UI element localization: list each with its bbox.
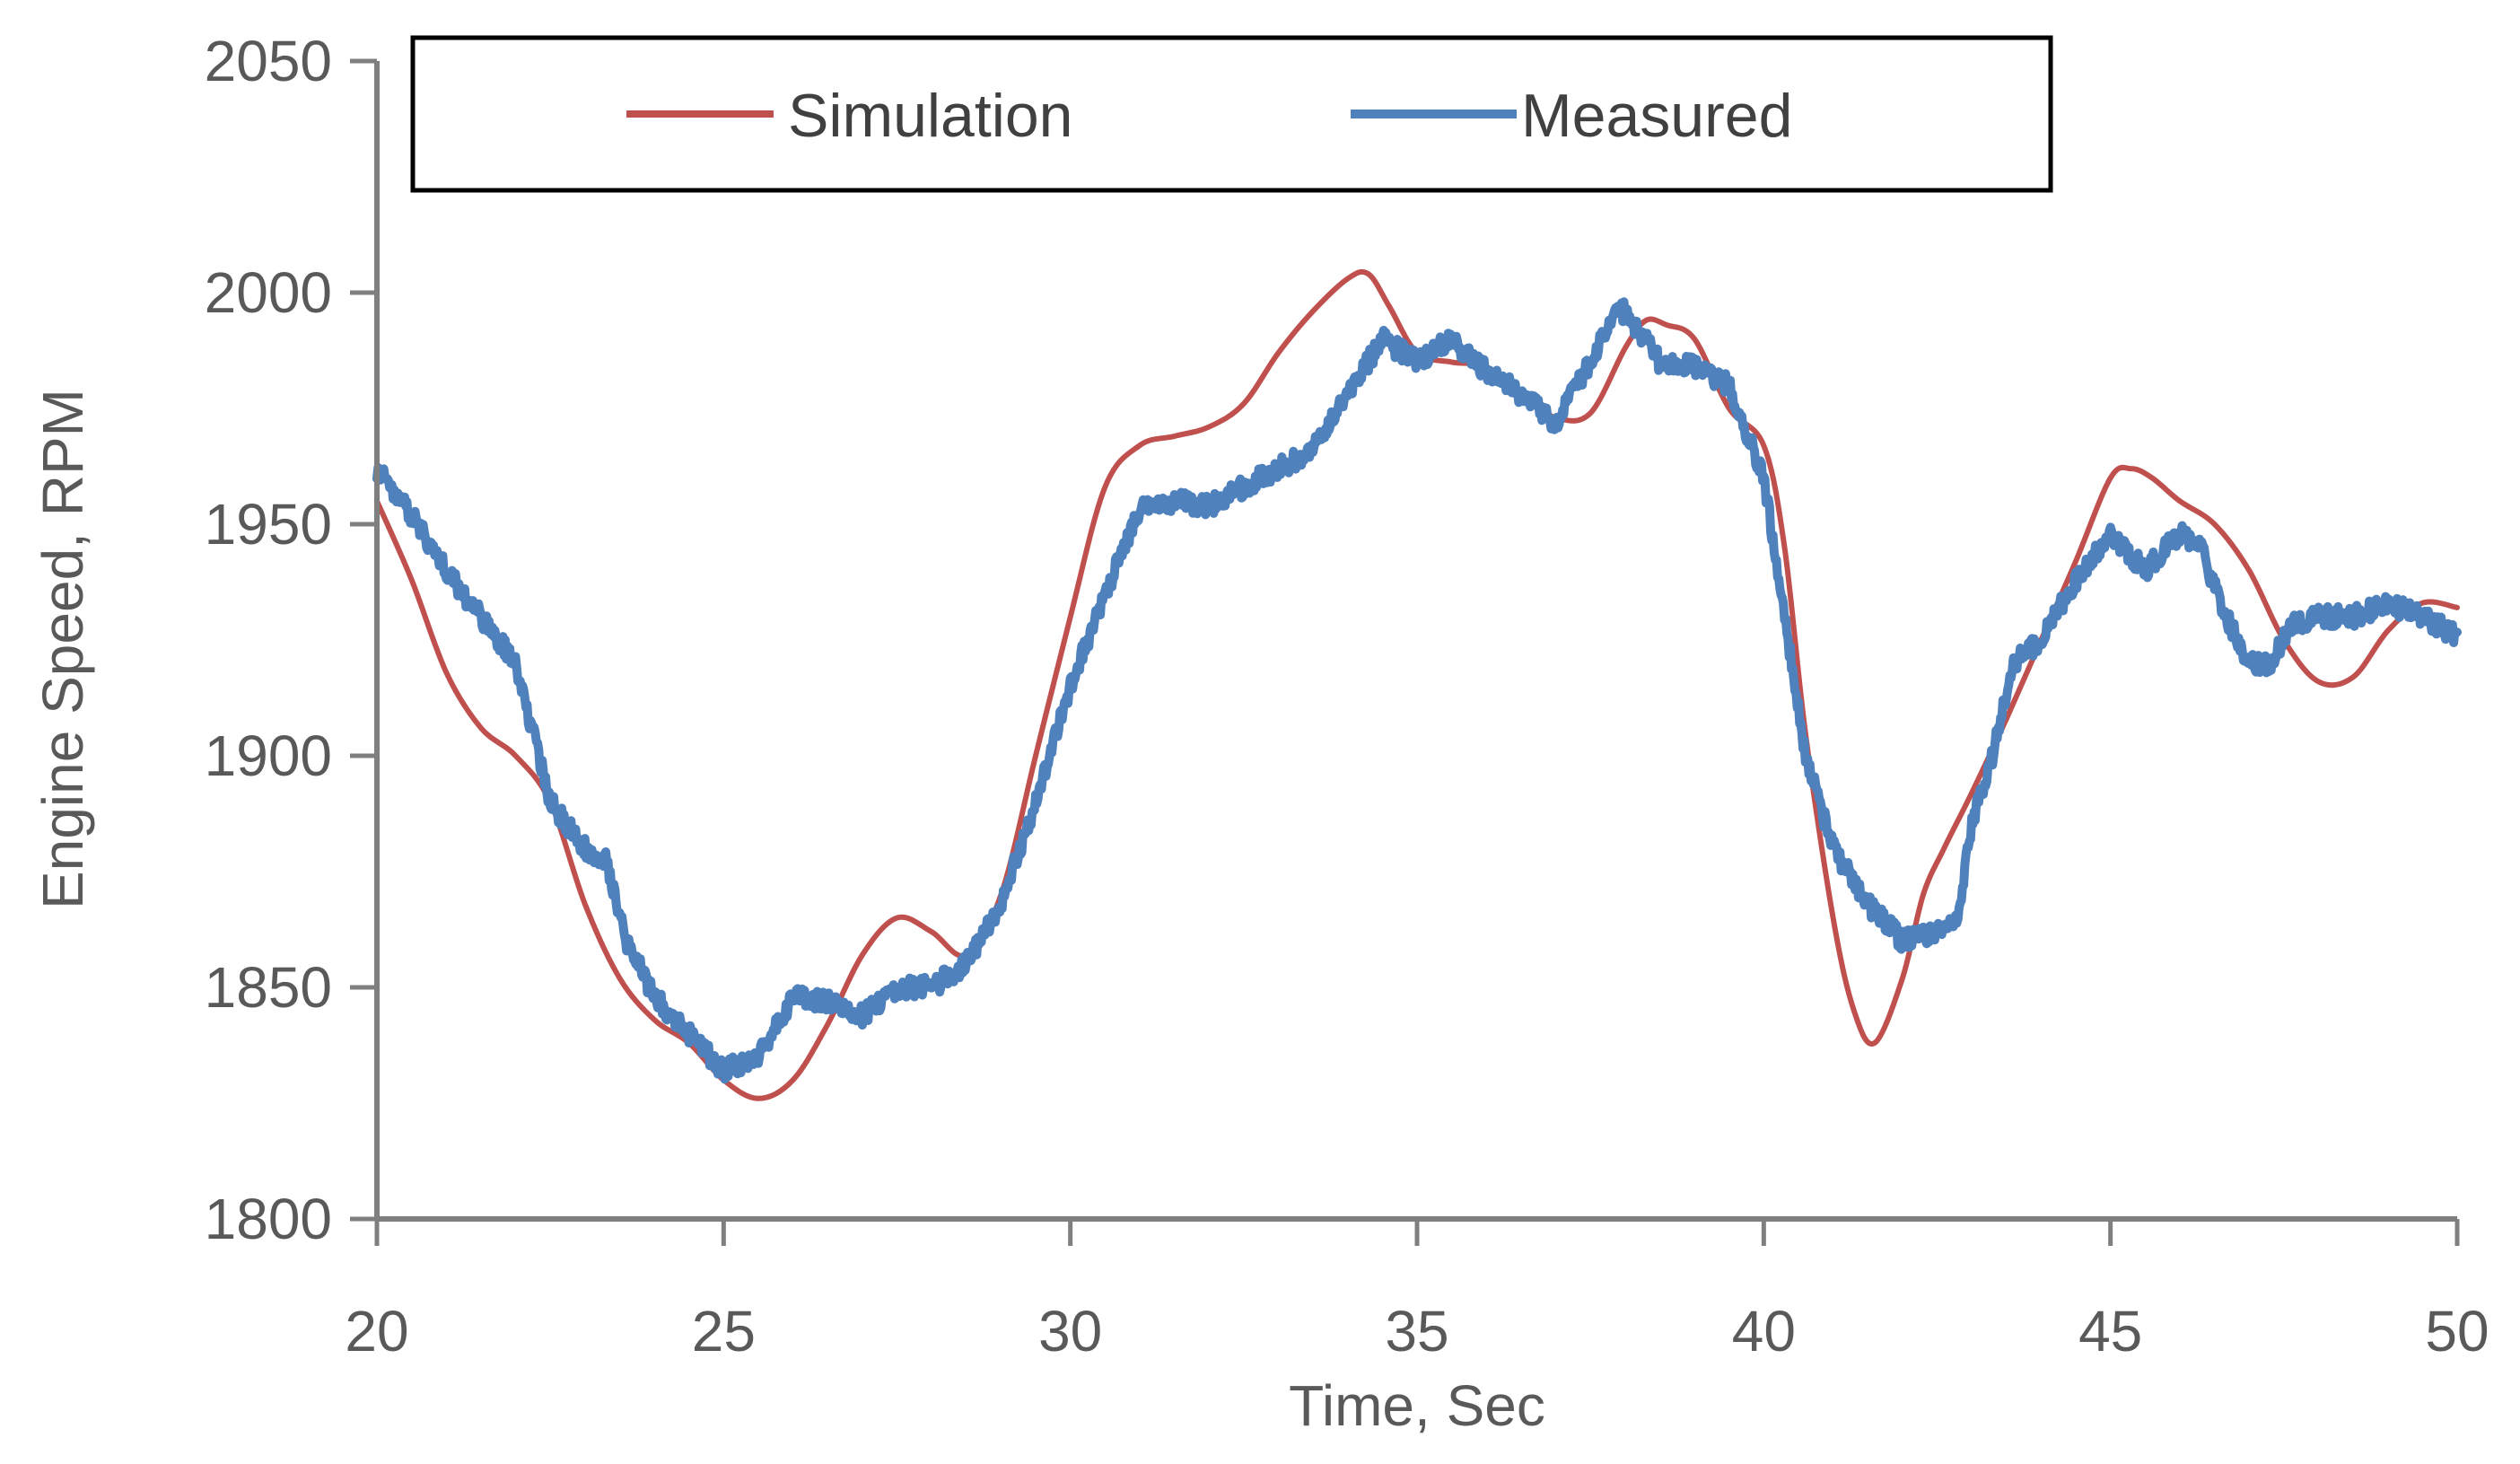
axes: 1800 1850 1900 1950 2000 2050 20 25 30 35 40 45 50 — [205, 29, 2489, 1363]
y-tick-label: 1900 — [205, 723, 332, 788]
y-tick-label: 1800 — [205, 1187, 332, 1251]
y-tick-label: 1950 — [205, 492, 332, 557]
series-line-measured — [372, 297, 2462, 1084]
x-tick-label: 50 — [2425, 1299, 2489, 1363]
legend-label-measured: Measured — [1521, 82, 1792, 150]
series-line-simulation — [374, 268, 2460, 1101]
x-tick-label: 45 — [2078, 1299, 2142, 1363]
y-tick-label: 2050 — [205, 29, 332, 93]
y-axis-title: Engine Speed, RPM — [31, 389, 95, 909]
legend-label-simulation: Simulation — [788, 82, 1073, 150]
x-tick-label: 20 — [345, 1299, 408, 1363]
x-tick-label: 25 — [692, 1299, 756, 1363]
y-tick-label: 2000 — [205, 260, 332, 325]
legend: Simulation Measured — [410, 35, 2053, 193]
y-tick-label: 1850 — [205, 955, 332, 1020]
x-tick-label: 30 — [1038, 1299, 1102, 1363]
plot-area — [372, 268, 2462, 1101]
x-axis-title: Time, Sec — [1289, 1373, 1545, 1438]
x-tick-label: 35 — [1385, 1299, 1448, 1363]
x-tick-label: 40 — [1732, 1299, 1796, 1363]
y-axis-ticks: 1800 1850 1900 1950 2000 2050 — [205, 29, 377, 1251]
x-axis-ticks: 20 25 30 35 40 45 50 — [345, 1219, 2489, 1363]
